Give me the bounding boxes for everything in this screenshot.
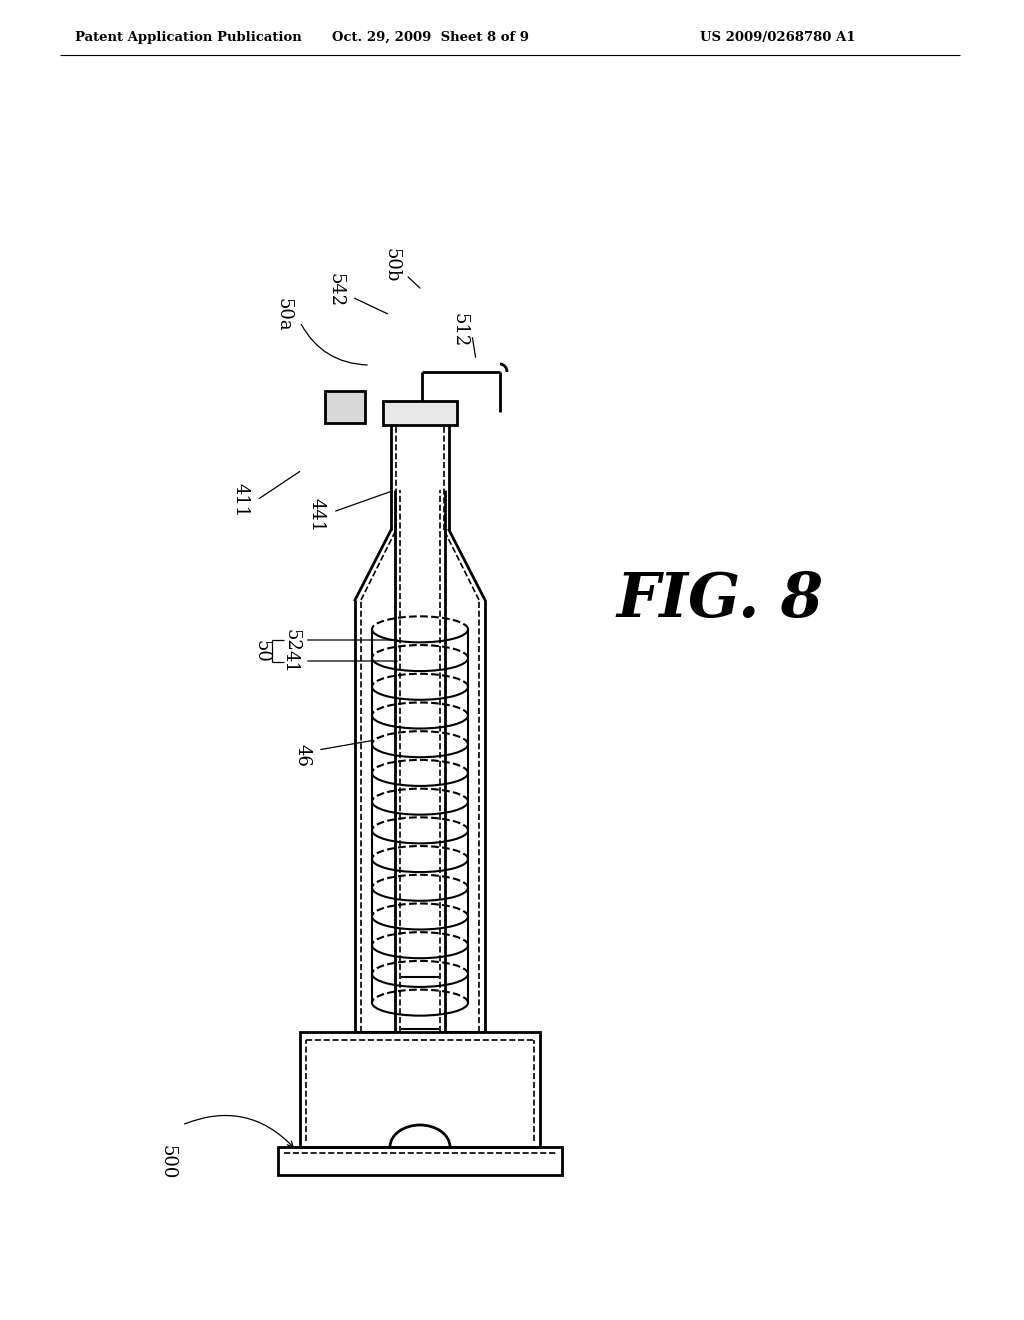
Text: US 2009/0268780 A1: US 2009/0268780 A1 xyxy=(700,30,855,44)
Text: 50: 50 xyxy=(252,640,270,663)
Text: Patent Application Publication: Patent Application Publication xyxy=(75,30,302,44)
Bar xyxy=(325,391,365,422)
Text: 512: 512 xyxy=(451,313,469,347)
Text: 50a: 50a xyxy=(275,298,293,331)
Text: 46: 46 xyxy=(294,743,312,767)
Text: 500: 500 xyxy=(159,1144,177,1179)
Bar xyxy=(383,401,457,425)
Text: 542: 542 xyxy=(327,273,345,308)
Text: 41: 41 xyxy=(282,649,300,672)
Text: 441: 441 xyxy=(307,498,325,532)
Text: Oct. 29, 2009  Sheet 8 of 9: Oct. 29, 2009 Sheet 8 of 9 xyxy=(332,30,528,44)
Text: FIG. 8: FIG. 8 xyxy=(616,570,823,630)
Text: 50b: 50b xyxy=(383,248,401,282)
Text: 52: 52 xyxy=(282,628,300,651)
Bar xyxy=(278,1147,562,1175)
Bar xyxy=(300,1032,540,1147)
Text: 411: 411 xyxy=(231,483,249,517)
